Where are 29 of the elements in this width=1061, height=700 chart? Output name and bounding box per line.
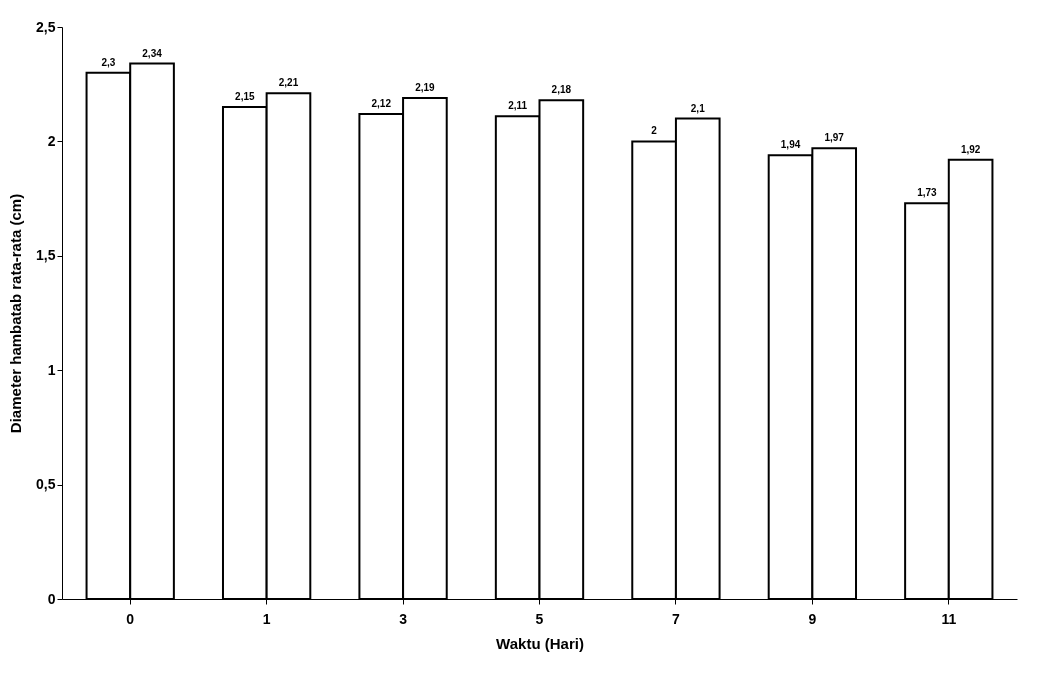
data-label: 2,19 — [415, 81, 436, 93]
x-axis-title: Waktu (Hari) — [496, 634, 584, 652]
x-tick-label: 9 — [808, 610, 817, 627]
data-label: 2,18 — [551, 84, 572, 96]
y-tick-label: 1 — [47, 361, 56, 378]
x-tick-label: 3 — [399, 610, 408, 627]
x-tick-label: 11 — [941, 610, 957, 627]
x-tick-label: 1 — [262, 610, 271, 627]
data-label: 2 — [651, 125, 658, 137]
data-label: 2,21 — [278, 77, 299, 89]
y-tick-label: 2,5 — [36, 18, 56, 35]
data-label: 1,97 — [824, 132, 845, 144]
y-tick-label: 0 — [47, 590, 56, 607]
x-tick-label: 7 — [672, 610, 681, 627]
x-tick-label: 0 — [126, 610, 135, 627]
y-tick-label: 2 — [47, 132, 56, 149]
data-label: 1,73 — [917, 187, 938, 199]
data-label: 1,94 — [780, 139, 801, 151]
data-label: 2,34 — [142, 47, 163, 59]
data-label: 2,1 — [690, 102, 706, 114]
y-tick-label: 1,5 — [36, 247, 56, 264]
data-label: 2,11 — [508, 100, 528, 112]
x-tick-label: 5 — [535, 610, 544, 627]
y-axis-title: Diameter hambatab rata-rata (cm) — [7, 193, 25, 434]
data-label: 2,15 — [235, 91, 255, 103]
data-label: 2,12 — [371, 97, 392, 109]
y-tick-label: 0,5 — [36, 476, 56, 493]
data-label: 2,3 — [101, 56, 116, 68]
data-label: 1,92 — [960, 143, 981, 155]
